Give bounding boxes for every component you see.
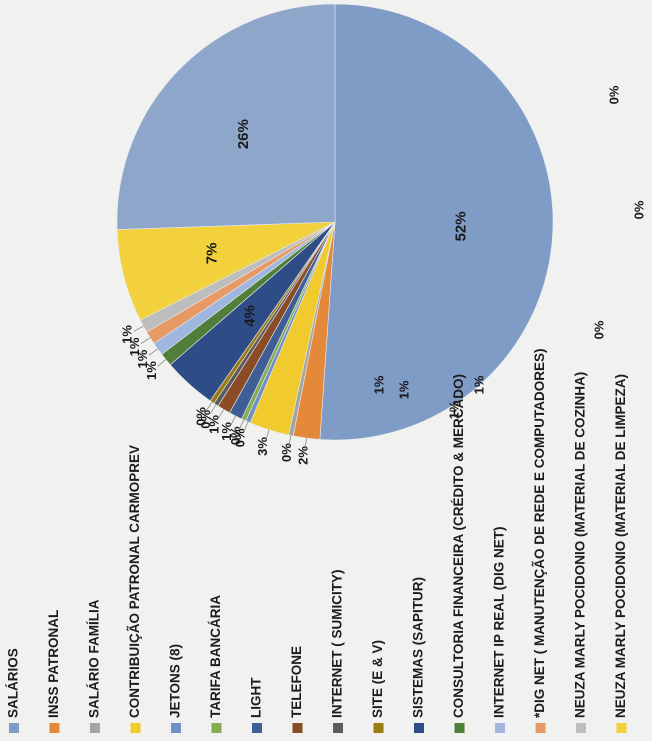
slice-value-label-14: 1% [120,325,135,344]
legend-swatch-7 [292,723,303,733]
legend-label-4: JETONS (8) [168,644,183,718]
extra-value-label-0: 0% [606,85,621,104]
extra-value-label-4: 1% [446,400,461,419]
slice-value-label-11: 1% [144,361,159,380]
legend-label-8: INTERNET ( SUMICITY) [330,570,345,719]
legend-label-15: NEUZA MARLY POCIDONIO (MATERIAL DE LIMPE… [613,374,628,718]
legend-label-3: CONTRIBUIÇÃO PATRONAL CARMOPREV [127,445,142,718]
legend-swatch-0 [9,723,19,733]
leader-line-11 [157,359,167,367]
slice-value-label-4: 0% [232,428,247,447]
legend: SALÁRIOS INSS PATRONAL SALÁRIO FAMÍLIA CONT… [6,348,628,733]
leader-line-4 [243,421,249,433]
legend-label-6: LIGHT [249,677,264,718]
leader-line-13 [140,337,151,344]
extra-value-label-6: 1% [371,375,386,394]
legend-swatch-14 [576,723,586,733]
leader-line-7 [217,409,225,420]
leader-line-3 [265,429,270,441]
legend-swatch-4 [171,723,181,733]
legend-label-11: CONSULTORIA FINANCEIRA (CRÉDITO & MERCAD… [451,374,466,718]
leader-line-9 [205,401,213,412]
slice-value-label-13: 1% [127,337,142,356]
legend-swatch-2 [90,723,100,733]
extra-value-label-5: 1% [396,380,411,399]
slice-value-label-10: 4% [241,305,258,327]
legend-swatch-6 [252,723,262,733]
extra-value-label-3: 1% [471,375,486,394]
leader-line-6 [230,415,236,426]
legend-label-2: SALÁRIO FAMÍLIA [87,599,102,718]
leader-line-8 [209,404,217,415]
legend-label-13: *DIG NET ( MANUTENÇÃO DE REDE E COMPUTAD… [532,348,547,718]
pie-slice-0 [319,3,554,441]
legend-label-9: SITE (E & V) [370,640,385,718]
extra-value-label-2: 0% [591,320,606,339]
slice-value-label-6: 1% [219,422,234,441]
legend-label-0: SALÁRIOS [6,648,21,718]
leader-line-12 [148,348,158,356]
legend-label-1: INSS PATRONAL [46,610,61,718]
legend-swatch-15 [616,723,627,733]
slice-value-label-16: 26% [235,119,252,149]
legend-label-14: NEUZA MARLY POCIDONIO (MATERIAL DE COZIN… [573,372,588,718]
slice-value-label-5: 0% [228,426,243,445]
extra-value-label-1: 0% [631,200,646,219]
pie-slices [116,3,554,441]
slice-value-label-7: 1% [206,415,221,434]
slice-value-label-3: 3% [255,437,270,456]
slice-value-label-8: 0% [198,409,213,428]
leader-line-1 [304,438,307,449]
legend-swatch-1 [49,723,60,733]
leader-line-2 [288,435,292,447]
legend-label-12: INTERNET IP REAL (DIG NET) [492,526,507,718]
slice-value-label-15: 7% [203,243,220,265]
legend-label-5: TARIFA BANCÁRIA [208,595,223,718]
legend-swatch-8 [333,723,343,733]
legend-swatch-13 [535,723,546,733]
slice-value-label-0: 52% [452,211,469,241]
pie-slice-16 [116,3,336,230]
slice-value-label-2: 0% [279,443,294,462]
leader-line-14 [133,325,144,332]
slice-labels: 52%2%0%3%0%0%1%1%0%0%4%1%1%1%1%7%26% [120,119,470,465]
legend-label-10: SISTEMAS (SAPITUR) [411,577,426,718]
legend-swatch-5 [211,723,222,733]
slice-value-label-12: 1% [135,349,150,368]
legend-swatch-10 [414,723,424,733]
legend-label-7: TELEFONE [289,646,304,718]
legend-swatch-9 [373,723,384,733]
slice-value-label-9: 0% [194,407,209,426]
legend-swatch-3 [130,723,141,733]
legend-swatch-12 [495,723,505,733]
slice-value-label-1: 2% [296,446,311,465]
leader-line-5 [238,419,245,431]
legend-swatch-11 [454,723,465,733]
